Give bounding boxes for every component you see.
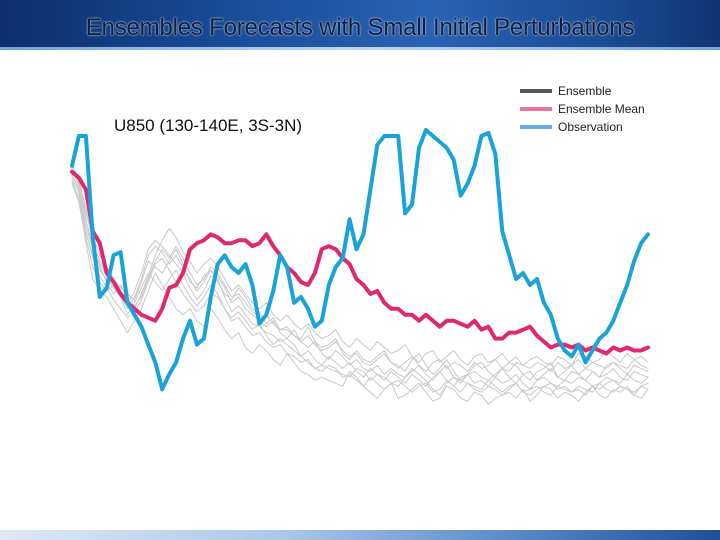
legend-label-ensemble-mean: Ensemble Mean bbox=[558, 102, 645, 116]
legend-item-ensemble-mean: Ensemble Mean bbox=[520, 100, 645, 118]
observation-group bbox=[70, 128, 650, 392]
chart-title: U850 (130-140E, 3S-3N) bbox=[114, 116, 303, 135]
ensemble-member-line-5 bbox=[71, 177, 649, 390]
legend-label-ensemble: Ensemble bbox=[558, 84, 612, 98]
legend-item-ensemble: Ensemble bbox=[520, 82, 645, 100]
slide-title: Ensembles Forecasts with Small Initial P… bbox=[85, 14, 635, 41]
legend-label-observation: Observation bbox=[558, 120, 623, 134]
legend-item-observation: Observation bbox=[520, 118, 645, 136]
ensemble-member-line-8 bbox=[71, 171, 649, 372]
ensemble-member-line-4 bbox=[71, 171, 649, 366]
legend-swatch-observation bbox=[520, 125, 552, 129]
observation-line bbox=[70, 128, 650, 392]
ensemble-member-line-6 bbox=[71, 168, 649, 384]
legend-swatch-ensemble bbox=[520, 89, 552, 93]
ensemble-mean-line bbox=[70, 169, 650, 356]
title-banner: Ensembles Forecasts with Small Initial P… bbox=[0, 0, 720, 50]
ensemble-member-line-1 bbox=[71, 174, 649, 396]
bottom-decor-bar bbox=[0, 530, 720, 540]
ensemble-member-line-7 bbox=[71, 180, 649, 396]
legend-swatch-ensemble-mean bbox=[520, 107, 552, 111]
chart-legend: Ensemble Ensemble Mean Observation bbox=[520, 82, 645, 136]
ensemble-mean-group bbox=[70, 169, 650, 356]
